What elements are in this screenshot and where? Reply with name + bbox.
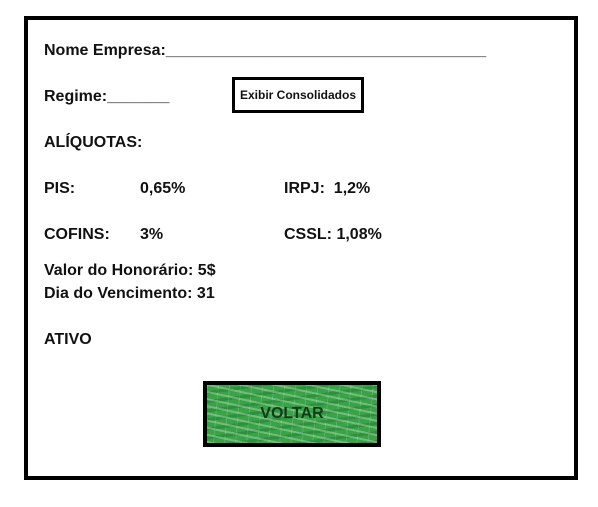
pis-value: 0,65% <box>140 180 186 197</box>
company-value: ____________________________________ <box>165 42 487 59</box>
cssl-row: CSSL: 1,08% <box>284 225 382 245</box>
irpj-row: IRPJ: 1,2% <box>284 179 370 199</box>
cssl-label: CSSL: <box>284 226 332 243</box>
cssl-value: 1,08% <box>336 226 382 243</box>
status-label: ATIVO <box>44 331 92 348</box>
fee-value: 5$ <box>197 262 216 279</box>
fee-label: Valor do Honorário: <box>44 262 194 279</box>
details-panel: Nome Empresa:___________________________… <box>24 16 578 480</box>
fee-row: Valor do Honorário: 5$ <box>44 261 216 281</box>
cofins-label: COFINS: <box>44 226 110 243</box>
company-row: Nome Empresa:___________________________… <box>44 41 486 61</box>
back-button[interactable]: VOLTAR <box>203 381 381 447</box>
due-day-value: 31 <box>196 285 215 302</box>
show-consolidated-button[interactable]: Exibir Consolidados <box>232 77 364 113</box>
company-label: Nome Empresa: <box>44 42 166 59</box>
rates-title: ALÍQUOTAS: <box>44 134 143 151</box>
due-day-row: Dia do Vencimento: 31 <box>44 284 215 304</box>
regime-label: Regime: <box>44 88 108 105</box>
due-day-label: Dia do Vencimento: <box>44 285 193 302</box>
irpj-label: IRPJ: <box>284 180 325 197</box>
irpj-value: 1,2% <box>333 180 371 197</box>
regime-value: _______ <box>107 88 170 105</box>
pis-label: PIS: <box>44 180 76 197</box>
regime-row: Regime:_______ <box>44 87 169 107</box>
cofins-value: 3% <box>140 226 164 243</box>
